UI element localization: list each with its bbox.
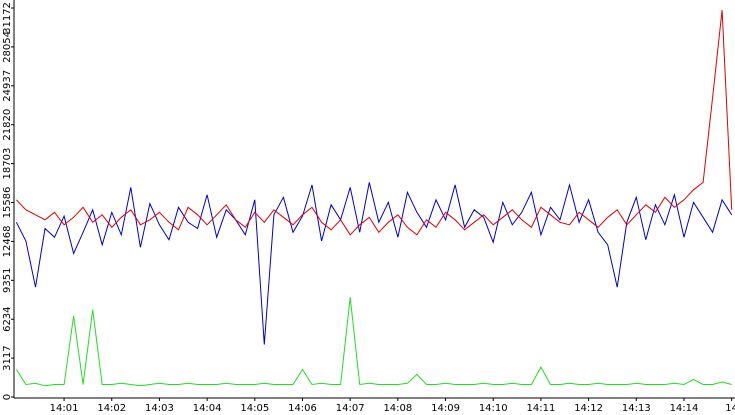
- series-line: [15, 297, 732, 387]
- x-tick-label: 14:01: [50, 403, 79, 414]
- y-tick-label: 21820: [2, 109, 13, 141]
- series-line: [16, 10, 733, 236]
- x-tick-label: 14:03: [145, 403, 174, 414]
- x-tick-label: 14:09: [431, 403, 460, 414]
- y-tick-label: 28054: [2, 31, 13, 63]
- y-tick-label: 24937: [2, 70, 13, 102]
- x-tick-label: 14:02: [97, 403, 126, 414]
- y-tick-label: 31172: [2, 2, 13, 34]
- x-tick-label: 14:11: [527, 403, 556, 414]
- x-tick-label: 14:12: [574, 403, 603, 414]
- y-tick-label: 0: [2, 394, 13, 400]
- x-tick-label: 14:04: [193, 403, 222, 414]
- x-tick-label: 14:10: [479, 403, 508, 414]
- x-tick-label: 14:07: [336, 403, 365, 414]
- x-tick-label: 14: [725, 403, 735, 414]
- x-tick-label: 14:14: [670, 403, 699, 414]
- x-tick-label: 14:13: [622, 403, 651, 414]
- x-tick-label: 14:08: [383, 403, 412, 414]
- y-tick-label: 15586: [2, 187, 13, 219]
- y-tick-label: 18703: [2, 148, 13, 180]
- y-tick-label: 6234: [2, 306, 13, 331]
- x-tick-label: 14:06: [288, 403, 317, 414]
- plot-area: [15, 10, 733, 387]
- x-tick-label: 14:05: [240, 403, 269, 414]
- y-tick-label: 9351: [2, 268, 13, 293]
- y-tick-label: 12468: [2, 226, 13, 258]
- y-tick-label: 3117: [2, 345, 13, 370]
